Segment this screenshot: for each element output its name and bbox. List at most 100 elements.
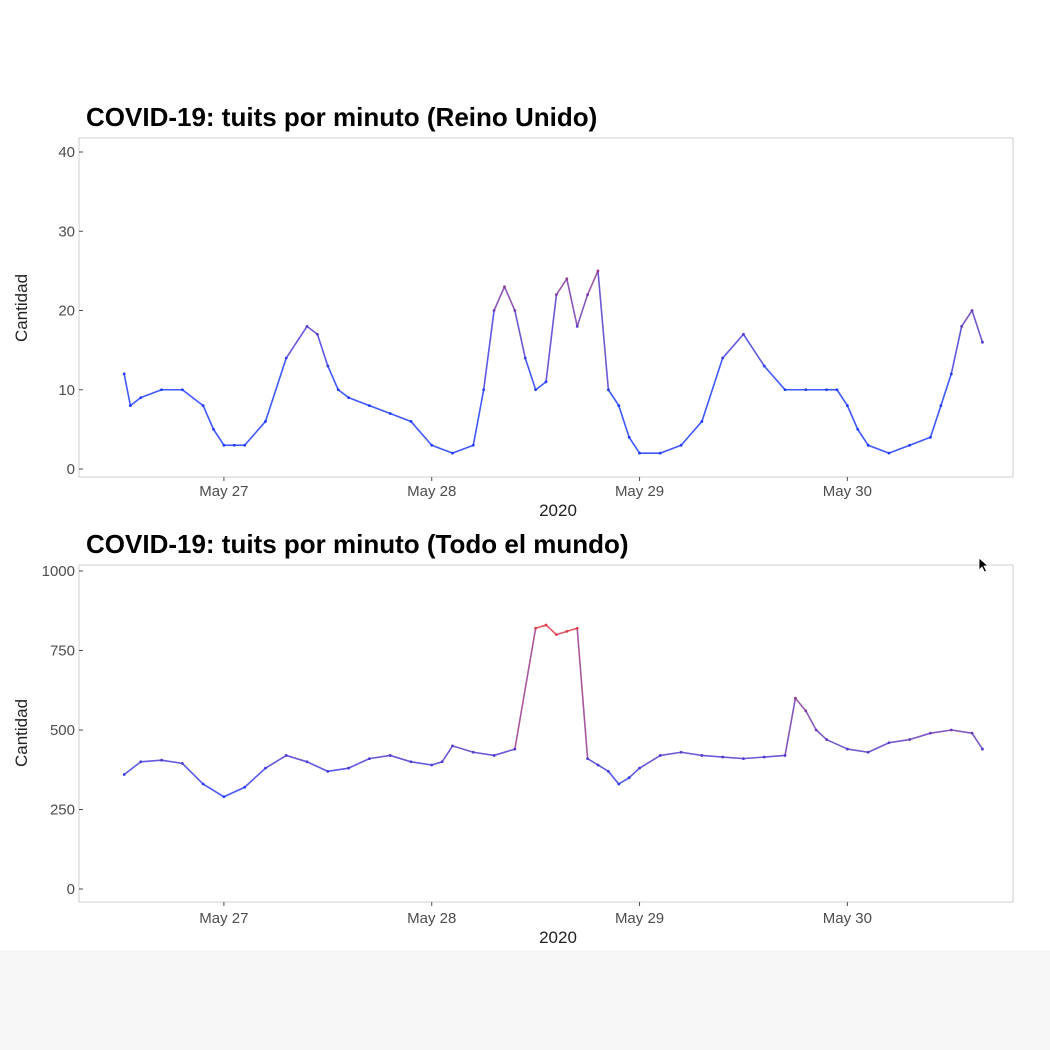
x-tick-label: May 27 bbox=[199, 910, 248, 927]
data-point bbox=[804, 388, 808, 392]
data-point bbox=[326, 364, 330, 368]
series-line-segment bbox=[369, 754, 391, 760]
x-axis: May 27 May 28 May 29 May 30 bbox=[199, 477, 872, 500]
series-line-segment bbox=[503, 286, 516, 311]
mouse-pointer-icon bbox=[978, 557, 990, 573]
data-point bbox=[908, 443, 912, 447]
data-point bbox=[492, 754, 496, 757]
series-line-segment bbox=[680, 751, 703, 757]
series-line-segment bbox=[628, 436, 641, 454]
data-point bbox=[482, 388, 486, 392]
series-line-segment bbox=[701, 357, 724, 422]
series-line-segment bbox=[722, 333, 745, 359]
data-point bbox=[409, 760, 413, 764]
series-line-segment bbox=[586, 270, 599, 295]
data-point bbox=[122, 372, 126, 376]
series-line-segment bbox=[961, 310, 973, 327]
series-line-segment bbox=[971, 732, 984, 750]
data-point bbox=[794, 696, 797, 700]
data-point bbox=[430, 763, 434, 767]
series-line-segment bbox=[576, 294, 589, 327]
data-point bbox=[222, 795, 226, 799]
series-line-segment bbox=[566, 627, 578, 633]
data-point bbox=[534, 626, 538, 630]
series-line-segment bbox=[327, 767, 349, 773]
data-point bbox=[128, 404, 132, 407]
series-line-segment bbox=[597, 270, 610, 390]
y-tick-label: 0 bbox=[67, 461, 75, 478]
series-line-segment bbox=[389, 754, 412, 763]
data-point bbox=[596, 269, 600, 273]
x-tick-label: May 30 bbox=[823, 483, 872, 500]
data-point bbox=[180, 761, 184, 765]
data-point bbox=[492, 309, 496, 312]
series-line-segment bbox=[805, 710, 817, 731]
data-point bbox=[949, 372, 953, 376]
series-line-segment bbox=[265, 754, 287, 769]
y-tick-label: 0 bbox=[67, 881, 75, 898]
series-line-segment bbox=[264, 357, 288, 422]
data-point bbox=[305, 324, 309, 328]
series-line-segment bbox=[482, 310, 495, 390]
data-point bbox=[232, 443, 236, 447]
series-line-segment bbox=[618, 405, 630, 438]
data-point bbox=[742, 757, 745, 761]
data-point bbox=[347, 396, 351, 400]
series-line-segment bbox=[348, 396, 370, 407]
chart-title: COVID-19: tuits por minuto (Reino Unido) bbox=[86, 102, 597, 132]
data-point bbox=[638, 766, 641, 770]
figure: COVID-19: tuits por minuto (Reino Unido)… bbox=[12, 102, 1014, 947]
data-point bbox=[336, 388, 340, 392]
data-point bbox=[721, 755, 725, 759]
series-line-segment bbox=[607, 389, 620, 407]
data-point bbox=[804, 709, 808, 713]
series-line-segment bbox=[535, 381, 547, 391]
series-line-segment bbox=[867, 741, 890, 753]
chart-world: COVID-19: tuits por minuto (Todo el mund… bbox=[12, 529, 1014, 947]
series-line-segment bbox=[410, 420, 433, 446]
data-point bbox=[544, 380, 548, 384]
series-line-segment bbox=[826, 738, 848, 750]
plot-panel bbox=[78, 564, 1014, 903]
y-tick-label: 1000 bbox=[42, 563, 75, 580]
series-line-segment bbox=[441, 745, 454, 763]
data-point bbox=[264, 766, 267, 770]
data-point bbox=[451, 451, 454, 455]
series-line-segment bbox=[815, 729, 828, 741]
data-point bbox=[866, 750, 870, 754]
series-line-segment bbox=[123, 761, 142, 776]
series-line-segment bbox=[140, 759, 162, 763]
series-line-segment bbox=[846, 405, 859, 430]
bottom-strip bbox=[0, 950, 1050, 1050]
data-point bbox=[160, 388, 163, 392]
data-point bbox=[388, 754, 392, 757]
series-line-segment bbox=[285, 325, 308, 359]
y-axis-label: Cantidad bbox=[12, 699, 31, 767]
series-line-segment bbox=[140, 389, 162, 399]
series-line-segment bbox=[431, 444, 453, 454]
data-point bbox=[367, 404, 371, 407]
series-line-segment bbox=[493, 748, 516, 757]
x-axis-label: 2020 bbox=[539, 501, 577, 520]
data-point bbox=[316, 332, 319, 336]
series-line-segment bbox=[742, 333, 765, 367]
series-line-segment bbox=[556, 630, 568, 636]
data-point bbox=[471, 750, 475, 754]
data-point bbox=[139, 396, 143, 400]
series-line-segment bbox=[161, 759, 183, 765]
data-point bbox=[243, 785, 247, 789]
chart-title: COVID-19: tuits por minuto (Todo el mund… bbox=[86, 529, 629, 559]
series-line-segment bbox=[764, 754, 786, 758]
series-line-segment bbox=[123, 373, 132, 406]
series-line-segment bbox=[587, 757, 599, 766]
data-point bbox=[513, 309, 517, 312]
series-line-segment bbox=[316, 334, 329, 367]
series-line-segment bbox=[722, 756, 744, 760]
data-point bbox=[264, 420, 267, 423]
series-line-segment bbox=[847, 748, 869, 754]
data-point bbox=[586, 757, 589, 761]
series-line-segment bbox=[545, 624, 557, 636]
data-point bbox=[939, 404, 943, 407]
series-line-segment bbox=[212, 428, 225, 446]
series-line-segment bbox=[337, 389, 350, 399]
